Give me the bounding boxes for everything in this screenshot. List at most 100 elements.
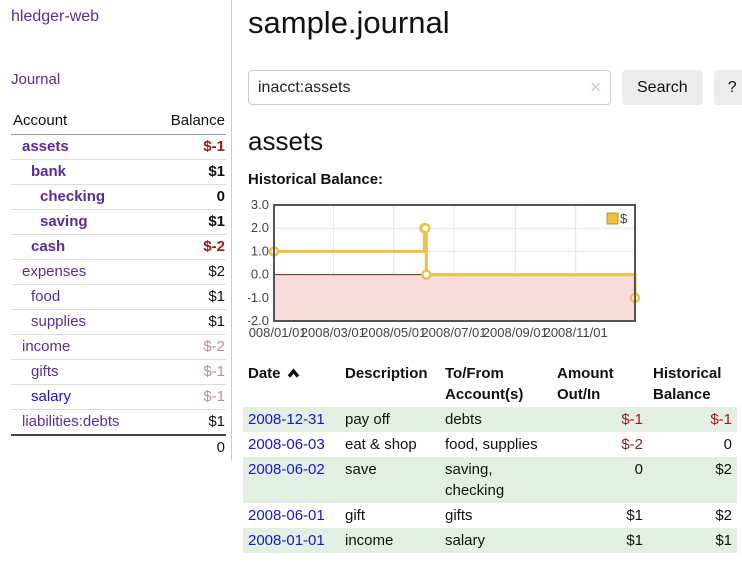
account-balance: $-2 — [151, 234, 226, 260]
y-tick-label: -1.0 — [248, 290, 269, 305]
data-point — [421, 269, 432, 280]
transaction-accounts: debts — [445, 411, 482, 428]
search-button[interactable]: Search — [622, 70, 703, 105]
account-balance: $2 — [151, 259, 226, 285]
transaction-historical-balance: $2 — [715, 461, 732, 478]
account-link-expenses[interactable]: expenses — [22, 263, 87, 280]
x-tick-label: 2008/01/01 — [248, 325, 307, 340]
account-balance: $1 — [151, 284, 226, 310]
account-balance: $1 — [151, 409, 226, 435]
register-header-amount[interactable]: Amount Out/In — [557, 365, 614, 403]
register-row: 2008-01-01 income salary $1 $1 — [243, 528, 737, 553]
account-row: expenses $2 — [11, 259, 226, 285]
page: hledger-web Journal Account Balance asse… — [0, 0, 742, 553]
account-link-cash[interactable]: cash — [31, 238, 66, 255]
page-title: sample.journal — [248, 5, 450, 40]
register-header-row: Date Description To/From Account(s) Amou… — [243, 361, 737, 407]
register-header-description[interactable]: Description — [345, 365, 428, 382]
accounts-header-balance: Balance — [151, 110, 226, 135]
x-tick-label: 2008/05/01 — [361, 325, 426, 340]
y-tick-label: 0.0 — [251, 267, 269, 282]
x-tick-label: 2008/07/01 — [421, 325, 486, 340]
brand-link[interactable]: hledger-web — [11, 8, 100, 25]
data-point — [420, 222, 431, 234]
account-link-income[interactable]: income — [22, 338, 71, 355]
transaction-description: pay off — [345, 411, 390, 428]
account-link-liabilities-debts[interactable]: liabilities:debts — [22, 413, 120, 430]
legend-swatch — [606, 212, 619, 225]
transaction-amount: $-1 — [621, 411, 643, 428]
transaction-accounts: salary — [445, 532, 486, 549]
account-row: saving $1 — [11, 209, 226, 235]
transaction-accounts: food, supplies — [445, 436, 538, 453]
transaction-date-link[interactable]: 2008-01-01 — [248, 532, 325, 549]
x-tick-label: 2008/09/01 — [483, 325, 548, 340]
account-row: supplies $1 — [11, 309, 226, 335]
account-row: liabilities:debts $1 — [11, 409, 226, 435]
legend-label: $ — [620, 211, 628, 226]
account-row: checking 0 — [11, 184, 226, 210]
transaction-date-link[interactable]: 2008-06-01 — [248, 507, 325, 524]
accounts-table: Account Balance assets $-1 bank $1 checking 0… — [11, 110, 226, 459]
account-link-salary[interactable]: salary — [31, 388, 72, 405]
transaction-historical-balance: $-1 — [710, 411, 732, 428]
account-balance: $-1 — [151, 359, 226, 385]
register-row: 2008-06-03 eat & shop food, supplies $-2 0 — [243, 432, 737, 457]
search-form: ✕ Search ? — [248, 70, 742, 105]
main-content: sample.journal ✕ Search ? assets Histori… — [232, 0, 742, 553]
clear-search-icon[interactable]: ✕ — [589, 79, 602, 97]
register-header-historical[interactable]: Historical Balance — [653, 365, 722, 403]
account-balance: 0 — [151, 184, 226, 210]
sidebar: hledger-web Journal Account Balance asse… — [0, 0, 232, 461]
account-link-food[interactable]: food — [31, 288, 61, 305]
transaction-date-link[interactable]: 2008-06-02 — [248, 461, 325, 478]
chart-label: Historical Balance: — [248, 171, 384, 188]
x-tick-label: 2008/03/01 — [301, 325, 366, 340]
transaction-historical-balance: $2 — [715, 507, 732, 524]
transaction-date-link[interactable]: 2008-12-31 — [248, 411, 325, 428]
account-balance: $1 — [151, 209, 226, 235]
account-balance: $-2 — [151, 334, 226, 360]
transaction-description: eat & shop — [345, 436, 417, 453]
y-tick-label: 2.0 — [251, 220, 269, 235]
brand: hledger-web — [11, 8, 231, 26]
account-link-supplies[interactable]: supplies — [31, 313, 87, 330]
register-row: 2008-12-31 pay off debts $-1 $-1 — [243, 407, 737, 432]
help-button[interactable]: ? — [713, 70, 742, 105]
account-link-checking[interactable]: checking — [40, 188, 106, 205]
sort-ascending-icon — [287, 368, 299, 378]
accounts-header-row: Account Balance — [11, 110, 226, 135]
account-balance: $-1 — [151, 134, 226, 160]
transaction-description: save — [345, 461, 377, 478]
nav-journal-link[interactable]: Journal — [11, 71, 61, 88]
account-link-assets[interactable]: assets — [22, 138, 69, 155]
account-link-gifts[interactable]: gifts — [31, 363, 59, 380]
search-field-wrap: ✕ — [248, 70, 611, 105]
register-header-tofrom[interactable]: To/From Account(s) — [445, 365, 524, 403]
account-link-bank[interactable]: bank — [31, 163, 67, 180]
accounts-total-row: 0 — [11, 434, 226, 459]
register-header-date[interactable]: Date — [243, 361, 340, 407]
transaction-date-link[interactable]: 2008-06-03 — [248, 436, 325, 453]
transaction-accounts: saving, checking — [445, 461, 505, 499]
transaction-amount: $-2 — [621, 436, 643, 453]
accounts-total-balance: 0 — [151, 434, 226, 459]
accounts-header-account: Account — [11, 110, 152, 135]
register-row: 2008-06-02 save saving, checking 0 $2 — [243, 457, 737, 503]
account-balance: $-1 — [151, 384, 226, 410]
account-row: salary $-1 — [11, 384, 226, 410]
transaction-accounts: gifts — [445, 507, 473, 524]
account-row: cash $-2 — [11, 234, 226, 260]
search-input[interactable] — [248, 70, 611, 105]
account-link-saving[interactable]: saving — [40, 213, 88, 230]
account-heading: assets — [248, 126, 324, 156]
transaction-amount: $1 — [626, 532, 643, 549]
transaction-historical-balance: $1 — [715, 532, 732, 549]
y-tick-label: 1.0 — [251, 243, 269, 258]
transaction-description: income — [345, 532, 394, 549]
account-row: gifts $-1 — [11, 359, 226, 385]
transaction-amount: $1 — [626, 507, 643, 524]
plot-border — [273, 204, 636, 322]
balance-chart[interactable]: -2.0 -1.0 0.0 1.0 2.0 3.0 2008/01/012008/03/01… — [248, 200, 658, 350]
register-table: Date Description To/From Account(s) Amou… — [243, 361, 737, 553]
